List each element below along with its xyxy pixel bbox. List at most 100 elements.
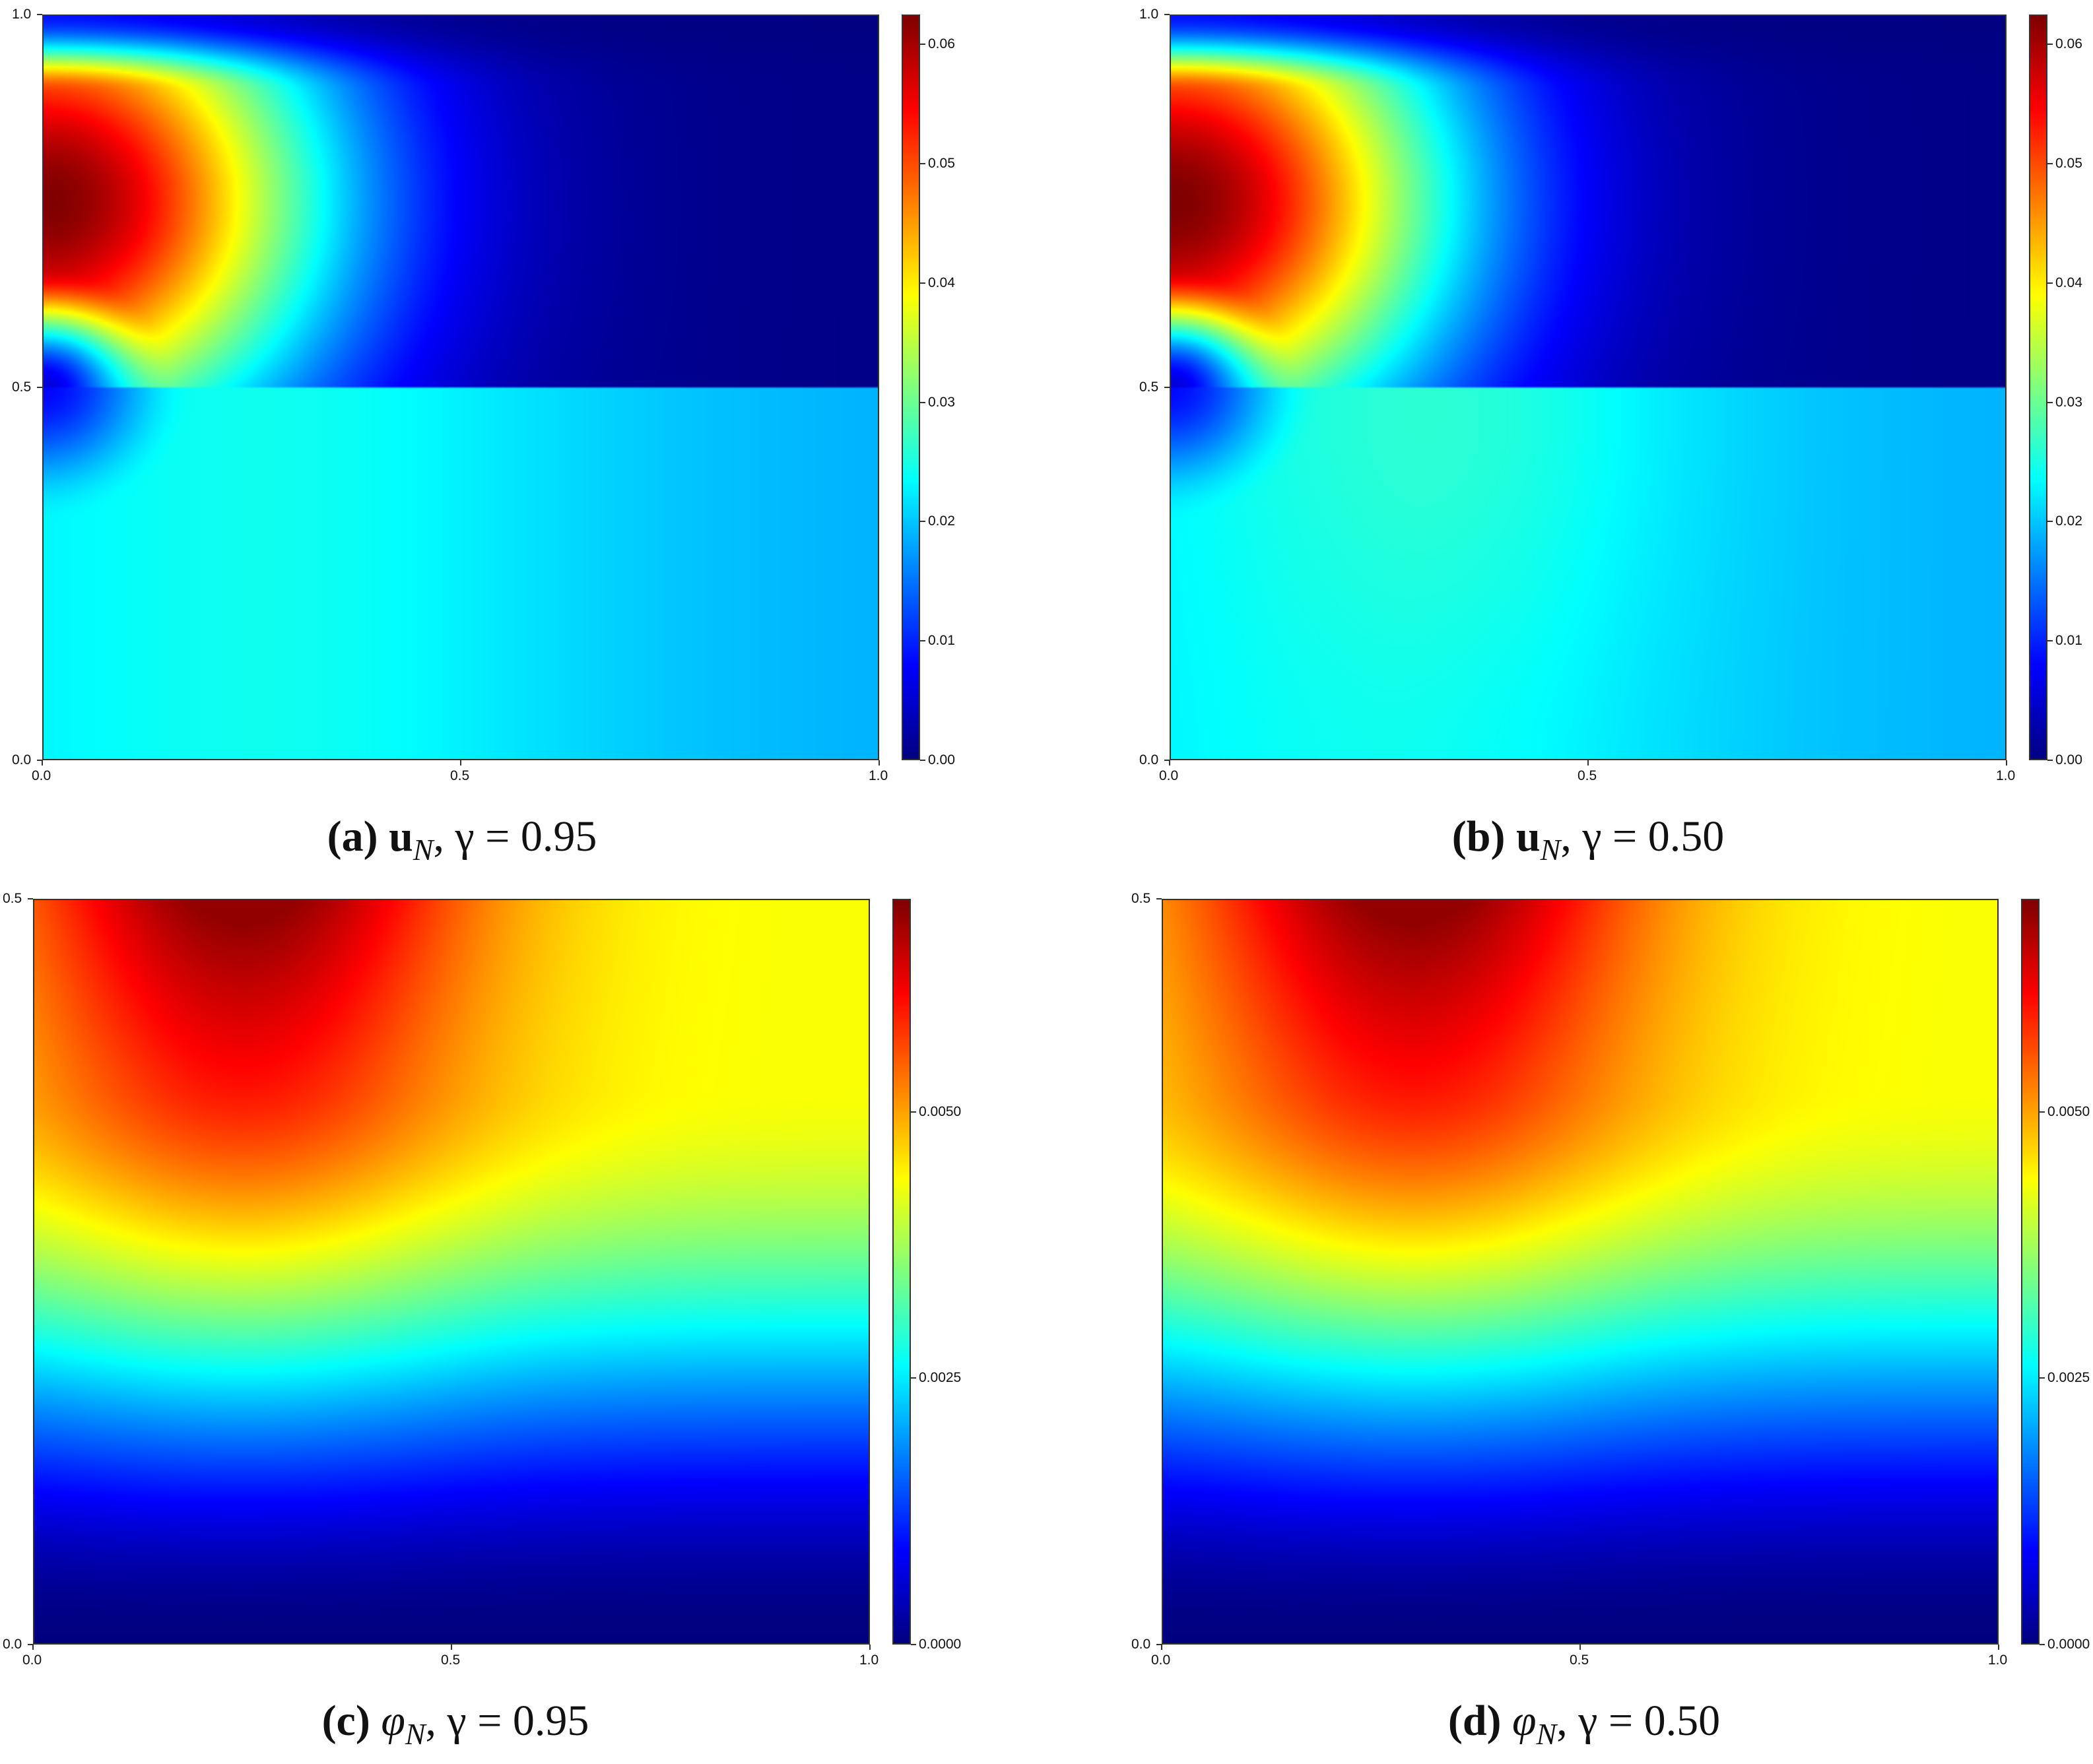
y-tick-label: 0.5 (1131, 891, 1151, 906)
x-tick-mark (42, 760, 43, 766)
caption-b-symbol: u (1515, 812, 1541, 861)
colorbar-tick-label: 0.02 (928, 513, 955, 529)
colorbar-tick-label: 0.01 (928, 633, 955, 649)
colorbar-tick-label: 0.0000 (919, 1637, 962, 1652)
colorbar-tick-label: 0.01 (2055, 633, 2082, 649)
caption-c-letter: (c) (321, 1697, 370, 1745)
y-tick-label: 0.5 (1139, 379, 1159, 395)
caption-d-sub: N (1536, 1717, 1557, 1751)
y-tick-mark (28, 898, 33, 899)
colorbar-tick-mark (920, 163, 925, 164)
caption-c-symbol: φ (381, 1697, 405, 1745)
colorbar-tick-mark (911, 1644, 916, 1645)
colorbar-tick-label: 0.00 (928, 752, 955, 768)
x-tick-mark (1161, 1645, 1162, 1650)
y-tick-mark (28, 1644, 33, 1645)
x-tick-mark (1169, 760, 1170, 766)
x-tick-label: 0.0 (1159, 768, 1179, 783)
colorbar-tick-mark (2047, 521, 2053, 523)
caption-d-letter: (d) (1447, 1697, 1502, 1745)
y-tick-mark (1164, 387, 1170, 388)
y-tick-label: 0.0 (3, 1637, 22, 1652)
caption-b-sub: N (1540, 833, 1561, 866)
caption-a: (a) uN, γ = 0.95 (198, 812, 726, 866)
colorbar-tick-mark (2047, 640, 2053, 642)
heatmap-b-canvas (1171, 16, 2005, 759)
colorbar-tick-label: 0.04 (928, 275, 955, 290)
caption-a-letter: (a) (327, 812, 378, 861)
x-tick-mark (1579, 1645, 1581, 1650)
y-tick-mark (37, 387, 42, 388)
x-tick-label: 1.0 (1996, 768, 2016, 783)
y-tick-mark (37, 14, 42, 15)
caption-c: (c) φN, γ = 0.95 (191, 1696, 719, 1751)
y-tick-mark (37, 760, 42, 761)
x-tick-mark (460, 760, 461, 766)
colorbar-tick-mark (911, 1111, 916, 1113)
colorbar-d (2021, 899, 2040, 1645)
x-tick-label: 0.0 (22, 1652, 42, 1668)
colorbar-c-canvas (894, 900, 910, 1643)
heatmap-d-canvas (1163, 900, 1997, 1643)
x-tick-mark (2006, 760, 2007, 766)
y-tick-mark (1164, 14, 1170, 15)
y-tick-label: 0.0 (1131, 1637, 1151, 1652)
colorbar-a (902, 15, 920, 760)
y-tick-mark (1156, 898, 1162, 899)
x-tick-label: 1.0 (859, 1652, 879, 1668)
x-tick-mark (32, 1645, 34, 1650)
colorbar-tick-mark (2040, 1644, 2045, 1645)
y-tick-label: 1.0 (1139, 7, 1159, 22)
x-tick-mark (451, 1645, 452, 1650)
heatmap-a (42, 15, 879, 760)
colorbar-tick-mark (2040, 1111, 2045, 1113)
x-tick-mark (1998, 1645, 1999, 1650)
colorbar-tick-label: 0.0025 (2047, 1370, 2090, 1386)
colorbar-tick-label: 0.0000 (2047, 1637, 2090, 1652)
colorbar-tick-label: 0.06 (2055, 36, 2082, 52)
colorbar-tick-label: 0.0025 (919, 1370, 962, 1386)
heatmap-d (1162, 899, 1999, 1645)
y-tick-label: 0.5 (3, 891, 22, 906)
colorbar-tick-mark (2047, 401, 2053, 403)
caption-c-gamma: , γ = 0.95 (425, 1697, 589, 1745)
x-tick-label: 0.0 (32, 768, 51, 783)
colorbar-tick-mark (2047, 760, 2053, 761)
x-tick-label: 0.5 (1578, 768, 1597, 783)
caption-b: (b) uN, γ = 0.50 (1324, 812, 1852, 866)
colorbar-tick-label: 0.02 (2055, 513, 2082, 529)
colorbar-tick-mark (2047, 163, 2053, 164)
heatmap-b (1170, 15, 2007, 760)
colorbar-tick-mark (911, 1377, 916, 1379)
colorbar-tick-mark (920, 44, 925, 46)
colorbar-tick-label: 0.05 (928, 156, 955, 171)
colorbar-tick-label: 0.0050 (2047, 1103, 2090, 1119)
colorbar-tick-label: 0.05 (2055, 156, 2082, 171)
colorbar-tick-label: 0.00 (2055, 752, 2082, 768)
colorbar-tick-label: 0.03 (2055, 394, 2082, 410)
colorbar-tick-mark (920, 640, 925, 642)
colorbar-tick-label: 0.03 (928, 394, 955, 410)
y-tick-label: 1.0 (12, 7, 32, 22)
colorbar-tick-mark (2047, 44, 2053, 46)
caption-c-sub: N (405, 1717, 426, 1751)
colorbar-b-canvas (2030, 16, 2046, 759)
colorbar-tick-mark (2040, 1377, 2045, 1379)
colorbar-tick-label: 0.06 (928, 36, 955, 52)
colorbar-tick-mark (2047, 282, 2053, 284)
y-tick-label: 0.5 (12, 379, 32, 395)
caption-d-symbol: φ (1512, 1697, 1537, 1745)
colorbar-tick-mark (920, 760, 925, 761)
caption-b-gamma: , γ = 0.50 (1560, 812, 1725, 861)
x-tick-label: 0.5 (450, 768, 470, 783)
x-tick-label: 1.0 (1988, 1652, 2008, 1668)
heatmap-a-canvas (44, 16, 878, 759)
colorbar-tick-mark (920, 521, 925, 523)
colorbar-tick-mark (920, 282, 925, 284)
colorbar-a-canvas (903, 16, 919, 759)
x-tick-label: 0.5 (1570, 1652, 1589, 1668)
colorbar-b (2029, 15, 2047, 760)
colorbar-tick-mark (920, 401, 925, 403)
x-tick-mark (879, 760, 880, 766)
y-tick-label: 0.0 (1139, 752, 1159, 768)
